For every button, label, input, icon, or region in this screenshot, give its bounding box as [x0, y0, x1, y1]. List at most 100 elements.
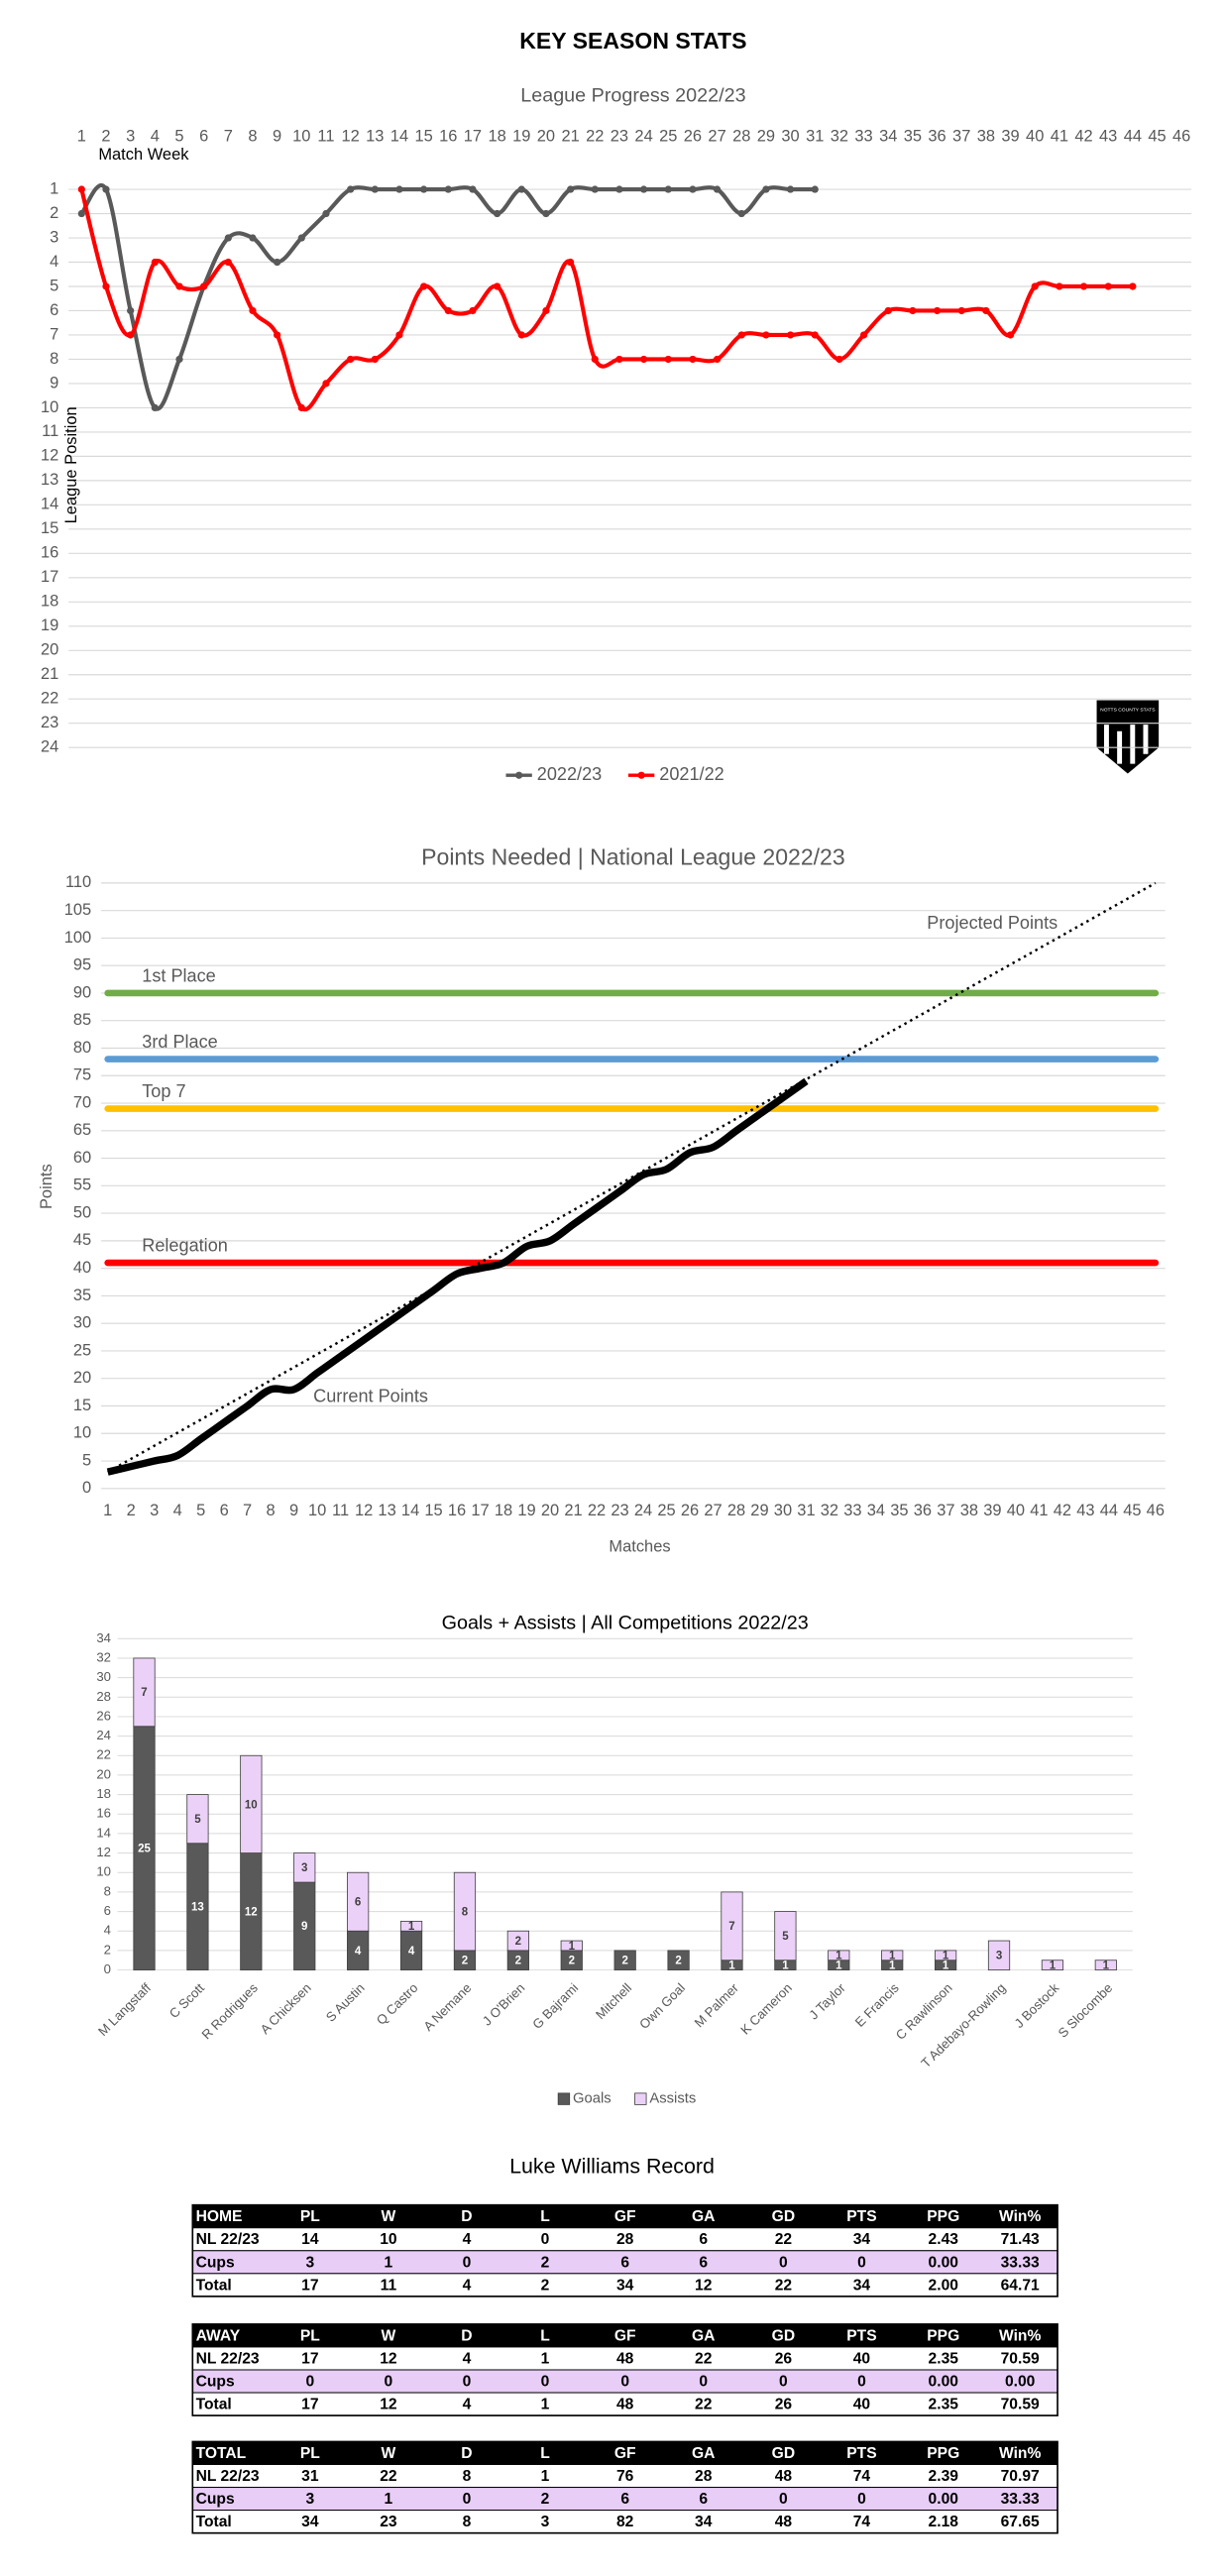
table-cell: 26 [775, 2397, 793, 2413]
table-cell: 34 [301, 2514, 319, 2530]
y-tick-label: 2 [50, 204, 58, 222]
x-tick-label: 5 [174, 128, 183, 146]
y-tick-label: 65 [73, 1121, 91, 1139]
y-tick-label: 40 [73, 1259, 91, 1277]
x-tick-label: 3 [126, 128, 135, 146]
point [811, 331, 819, 339]
table-cell: 1 [541, 2397, 550, 2413]
header-cell: L [540, 2327, 550, 2344]
table-cell: 33.33 [1001, 2491, 1040, 2508]
data-label: 1 [889, 1951, 896, 1962]
point [419, 282, 428, 290]
y-tick-label: 70 [73, 1093, 91, 1111]
x-tick-label: 31 [806, 128, 824, 146]
point [1031, 282, 1039, 290]
table-cell: 48 [775, 2514, 793, 2530]
x-tick-label: 37 [952, 128, 970, 146]
table-cell: 48 [775, 2468, 793, 2485]
point [469, 185, 477, 193]
table-cell: 3 [541, 2514, 550, 2530]
x-tick-label: 21 [564, 1502, 582, 1519]
data-label: 5 [782, 1931, 789, 1943]
table-cell: 48 [616, 2350, 634, 2367]
x-tick-label: 19 [512, 128, 530, 146]
x-tick-label: 2 [127, 1502, 136, 1519]
point [395, 331, 403, 339]
x-tick-label: C Scott [167, 1980, 207, 2021]
y-tick-label: 50 [73, 1203, 91, 1221]
header-cell: W [382, 2445, 396, 2462]
point [102, 185, 110, 193]
table-cell: 40 [853, 2350, 871, 2367]
point [517, 331, 525, 339]
legend-swatch [634, 2092, 647, 2105]
legend-swatch [557, 2092, 571, 2105]
header-cell: PTS [846, 2445, 876, 2462]
legend-label: 2021/22 [659, 764, 723, 784]
table-cell: 82 [616, 2514, 634, 2530]
data-label: 7 [141, 1687, 147, 1699]
y-tick-label: 5 [50, 277, 58, 294]
x-tick-label: 25 [657, 1502, 675, 1519]
table-cell: 70.59 [1001, 2397, 1040, 2413]
data-label: 6 [355, 1897, 361, 1909]
x-tick-label: 42 [1054, 1502, 1071, 1519]
header-cell: D [461, 2327, 472, 2344]
point [835, 355, 843, 364]
bar-segment [613, 1950, 636, 1970]
table-cell: 6 [620, 2254, 629, 2271]
table-cell: 0 [699, 2373, 708, 2390]
x-tick-label: J Taylor [806, 1980, 848, 2023]
logo: NOTTS COUNTY STATS [1096, 700, 1160, 774]
y-tick-label: 6 [50, 301, 58, 319]
table-cell: 76 [616, 2468, 634, 2485]
x-tick-label: 1 [103, 1502, 112, 1519]
x-tick-label: 32 [831, 128, 848, 146]
table-cell: 2.35 [929, 2397, 959, 2413]
x-tick-label: A Nemane [420, 1980, 474, 2034]
y-tick-label: 19 [41, 616, 58, 634]
y-tick-label: 6 [104, 1903, 111, 1918]
data-label: 5 [194, 1814, 201, 1826]
x-tick-label: 18 [488, 128, 505, 146]
data-label: 8 [462, 1906, 469, 1918]
x-tick-label: 44 [1100, 1502, 1118, 1519]
point [371, 355, 379, 364]
header-cell: PTS [846, 2208, 876, 2225]
point [689, 355, 697, 364]
point [371, 185, 379, 193]
x-tick-label: 29 [757, 128, 775, 146]
point [566, 258, 575, 267]
x-tick-label: 12 [341, 128, 359, 146]
data-label: 1 [408, 1921, 415, 1933]
x-tick-label: M Langstaff [95, 1980, 154, 2039]
table-cell: 6 [699, 2231, 708, 2248]
x-tick-label: 34 [879, 128, 897, 146]
x-axis-title: Match Week [98, 146, 189, 164]
point [859, 331, 868, 339]
point [639, 355, 648, 364]
point [175, 282, 183, 290]
table-cell: Cups [196, 2254, 235, 2271]
data-label: 2 [569, 1956, 575, 1967]
legend-marker [515, 771, 523, 779]
point [1104, 282, 1112, 290]
x-tick-label: 7 [243, 1502, 252, 1519]
x-tick-label: 17 [471, 1502, 489, 1519]
x-tick-label: 21 [561, 128, 579, 146]
point [737, 331, 745, 339]
point [762, 185, 770, 193]
table-cell: 0.00 [929, 2373, 959, 2390]
table-cell: 12 [695, 2277, 713, 2294]
table-cell: 34 [853, 2231, 871, 2248]
y-tick-label: 17 [41, 568, 58, 586]
y-tick-label: 24 [41, 738, 58, 756]
x-tick-label: 9 [289, 1502, 298, 1519]
header-cell: AWAY [196, 2327, 241, 2344]
x-tick-label: 22 [586, 128, 604, 146]
table-cell: 8 [463, 2468, 472, 2485]
y-tick-label: 14 [96, 1825, 111, 1840]
bar-segment [347, 1871, 370, 1932]
x-tick-label: 43 [1099, 128, 1117, 146]
